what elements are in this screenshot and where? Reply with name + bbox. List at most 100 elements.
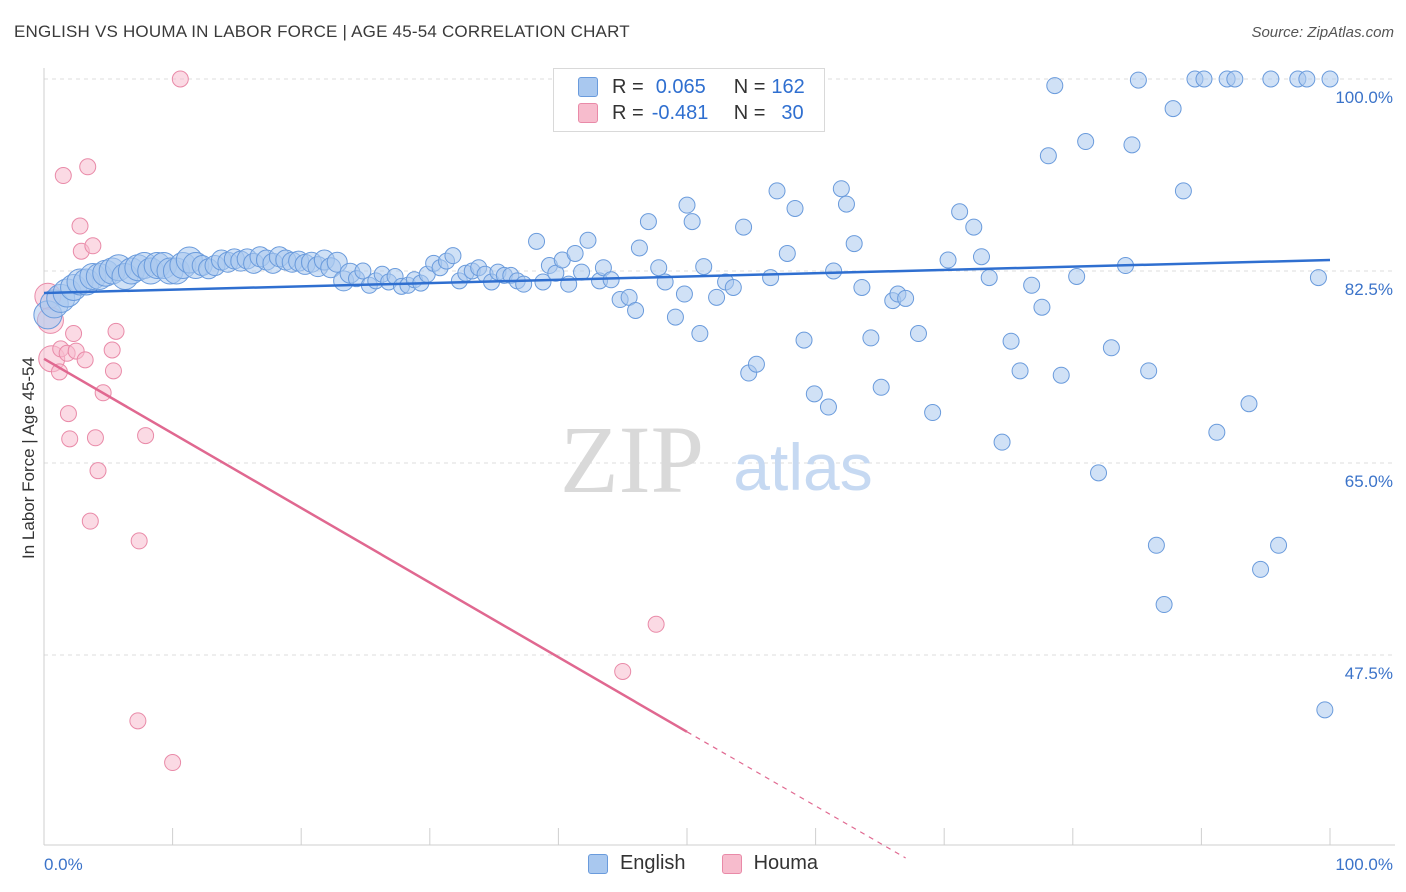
english-point-107: [768, 182, 786, 200]
watermark-zip: ZIP: [560, 406, 704, 513]
english-point-162: [1316, 701, 1334, 719]
houma-point-24: [129, 712, 147, 730]
x-tick-label-0: 0.0%: [44, 855, 83, 874]
english-point-106: [762, 269, 780, 287]
y-tick-label-3: 100.0%: [1335, 88, 1393, 107]
english-point-112: [819, 398, 837, 416]
houma-point-18: [89, 462, 107, 480]
english-point-82: [573, 263, 591, 281]
english-point-133: [1023, 276, 1041, 294]
english-swatch: [578, 77, 598, 97]
english-point-134: [1033, 298, 1051, 316]
houma-point-27: [171, 70, 189, 88]
y-tick-label-2: 82.5%: [1345, 280, 1393, 299]
english-point-139: [1077, 133, 1095, 151]
english-point-143: [1123, 136, 1141, 154]
english-point-131: [1002, 332, 1020, 350]
houma-legend-label: Houma: [753, 852, 819, 874]
english-point-136: [1046, 77, 1064, 95]
english-point-146: [1147, 536, 1165, 554]
x-tick-label-1: 100.0%: [1335, 855, 1393, 874]
english-point-135: [1039, 147, 1057, 165]
english-point-96: [678, 196, 696, 214]
legend-item-houma[interactable]: Houma: [721, 852, 819, 875]
english-point-137: [1052, 366, 1070, 384]
english-point-118: [862, 329, 880, 347]
houma-point-21: [104, 362, 122, 380]
houma-n-value: 30: [781, 101, 804, 124]
watermark: ZIP atlas: [560, 406, 873, 513]
english-trend-line: [43, 258, 1331, 295]
english-point-125: [939, 251, 957, 269]
english-point-99: [695, 258, 713, 276]
english-point-158: [1270, 536, 1288, 554]
english-point-95: [675, 285, 693, 303]
english-point-144: [1129, 71, 1147, 89]
series-legend: English Houma: [0, 852, 1406, 875]
houma-n-label: N =: [733, 101, 766, 124]
houma-point-8: [61, 430, 79, 448]
houma-point-14: [79, 158, 97, 176]
english-point-76: [534, 273, 552, 291]
english-point-111: [805, 385, 823, 403]
houma-point-15: [81, 512, 99, 530]
houma-point-23: [130, 532, 148, 550]
english-point-97: [683, 213, 701, 231]
legend-item-english[interactable]: English: [587, 852, 686, 875]
english-point-114: [832, 180, 850, 198]
english-point-154: [1226, 70, 1244, 88]
english-point-74: [515, 275, 533, 293]
y-axis-label: In Labor Force | Age 45-54: [19, 357, 38, 559]
houma-point-22: [107, 322, 125, 340]
houma-legend-swatch: [721, 853, 742, 874]
english-n-label: N =: [733, 75, 766, 98]
y-tick-label-1: 65.0%: [1345, 472, 1393, 491]
english-point-126: [951, 203, 969, 221]
english-point-109: [786, 199, 804, 217]
english-point-163: [1321, 70, 1339, 88]
english-point-155: [1240, 395, 1258, 413]
english-legend-label: English: [619, 852, 686, 874]
english-point-85: [594, 259, 612, 277]
english-point-89: [627, 301, 645, 319]
houma-point-20: [103, 341, 121, 359]
english-point-148: [1164, 100, 1182, 118]
english-point-140: [1090, 464, 1108, 482]
english-point-149: [1174, 182, 1192, 200]
english-point-157: [1262, 70, 1280, 88]
english-point-116: [845, 235, 863, 253]
trend-lines: [43, 258, 1331, 859]
english-point-49: [354, 262, 372, 280]
axes: [43, 68, 1395, 846]
english-point-94: [666, 308, 684, 326]
houma-r-label: R =: [612, 101, 644, 124]
houma-point-28: [614, 662, 632, 680]
english-point-102: [724, 278, 742, 296]
chart-title: ENGLISH VS HOUMA IN LABOR FORCE | AGE 45…: [14, 22, 630, 41]
houma-r-value: -0.481: [651, 101, 709, 124]
english-point-98: [691, 325, 709, 343]
english-point-117: [853, 278, 871, 296]
english-point-122: [897, 289, 915, 307]
english-point-115: [837, 195, 855, 213]
english-r-value: 0.065: [655, 75, 706, 98]
houma-point-16: [84, 237, 102, 255]
stats-legend: R = 0.065 N = 162 R = -0.481 N = 30: [553, 68, 825, 132]
english-point-151: [1195, 70, 1213, 88]
english-point-108: [778, 244, 796, 262]
houma-point-17: [86, 429, 104, 447]
houma-point-29: [647, 615, 665, 633]
english-point-145: [1140, 362, 1158, 380]
english-point-103: [735, 218, 753, 236]
english-point-132: [1011, 362, 1029, 380]
houma-point-26: [164, 754, 182, 772]
english-point-63: [444, 247, 462, 265]
english-point-90: [630, 239, 648, 257]
english-point-123: [909, 325, 927, 343]
english-point-156: [1252, 560, 1270, 578]
english-point-119: [872, 378, 890, 396]
houma-point-9: [65, 325, 83, 343]
legend-row-houma: R = -0.481 N = 30: [578, 100, 804, 126]
houma-trend-line: [43, 357, 688, 733]
english-point-75: [528, 232, 546, 250]
